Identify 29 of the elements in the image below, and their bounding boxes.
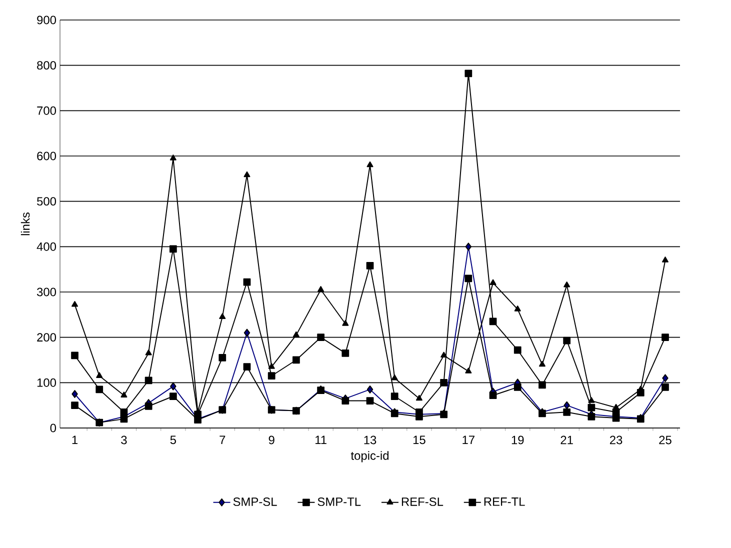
y-tick-label: 300 [36,288,56,296]
y-tick-label: 0 [50,424,56,432]
x-tick-label: 25 [659,436,672,444]
y-tick-label: 600 [37,152,56,160]
x-tick-label: 11 [316,436,326,444]
x-tick-label: 3 [121,436,127,444]
legend-label: SMP-TL [318,497,361,506]
y-tick-label: 200 [37,333,56,342]
x-tick-label: 23 [610,436,622,444]
x-tick-label: 7 [220,436,226,444]
x-tick-label: 1 [72,436,78,444]
legend-label: REF-TL [484,498,525,506]
x-tick-label: 19 [512,436,524,444]
y-tick-label: 400 [36,242,56,251]
y-tick-label: 800 [37,61,56,70]
y-tick-label: 700 [37,106,56,115]
y-axis-title: links [20,212,30,236]
x-tick-label: 9 [268,436,274,444]
x-tick-label: 13 [364,436,376,444]
legend-label: SMP-SL [233,497,277,506]
x-axis-title: topic-id [350,451,388,462]
y-tick-label: 500 [37,197,56,206]
x-tick-label: 17 [462,436,474,444]
y-tick-label: 100 [37,378,56,387]
x-tick-label: 15 [413,436,426,444]
y-tick-label: 900 [37,16,56,24]
legend-label: REF-SL [402,497,444,506]
x-tick-label: 21 [560,436,573,444]
x-tick-label: 5 [170,436,176,444]
